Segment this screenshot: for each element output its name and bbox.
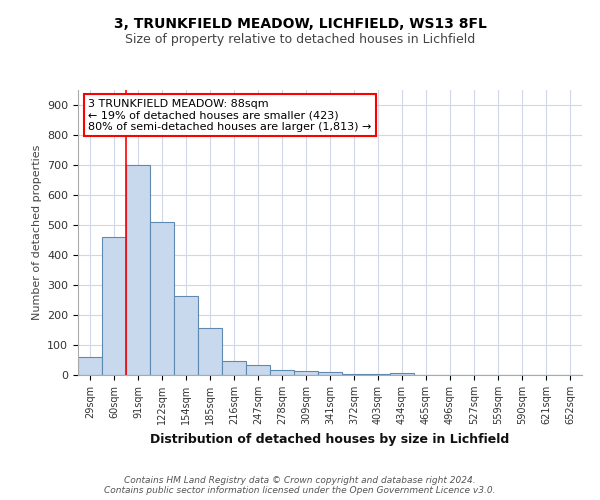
Text: Contains HM Land Registry data © Crown copyright and database right 2024.
Contai: Contains HM Land Registry data © Crown c… <box>104 476 496 495</box>
Bar <box>366 374 390 375</box>
Bar <box>126 165 150 375</box>
Bar <box>150 222 174 375</box>
Bar <box>222 361 246 375</box>
Bar <box>318 372 342 375</box>
Text: 3, TRUNKFIELD MEADOW, LICHFIELD, WS13 8FL: 3, TRUNKFIELD MEADOW, LICHFIELD, WS13 8F… <box>113 18 487 32</box>
Bar <box>174 296 198 375</box>
Bar <box>198 328 222 375</box>
Y-axis label: Number of detached properties: Number of detached properties <box>32 145 41 320</box>
Bar <box>78 357 102 375</box>
Text: 3 TRUNKFIELD MEADOW: 88sqm
← 19% of detached houses are smaller (423)
80% of sem: 3 TRUNKFIELD MEADOW: 88sqm ← 19% of deta… <box>88 98 371 132</box>
Bar <box>294 371 318 375</box>
Bar <box>102 237 126 375</box>
Bar <box>246 364 270 375</box>
Bar <box>342 374 366 375</box>
X-axis label: Distribution of detached houses by size in Lichfield: Distribution of detached houses by size … <box>151 432 509 446</box>
Bar <box>270 370 294 375</box>
Text: Size of property relative to detached houses in Lichfield: Size of property relative to detached ho… <box>125 32 475 46</box>
Bar <box>390 372 414 375</box>
